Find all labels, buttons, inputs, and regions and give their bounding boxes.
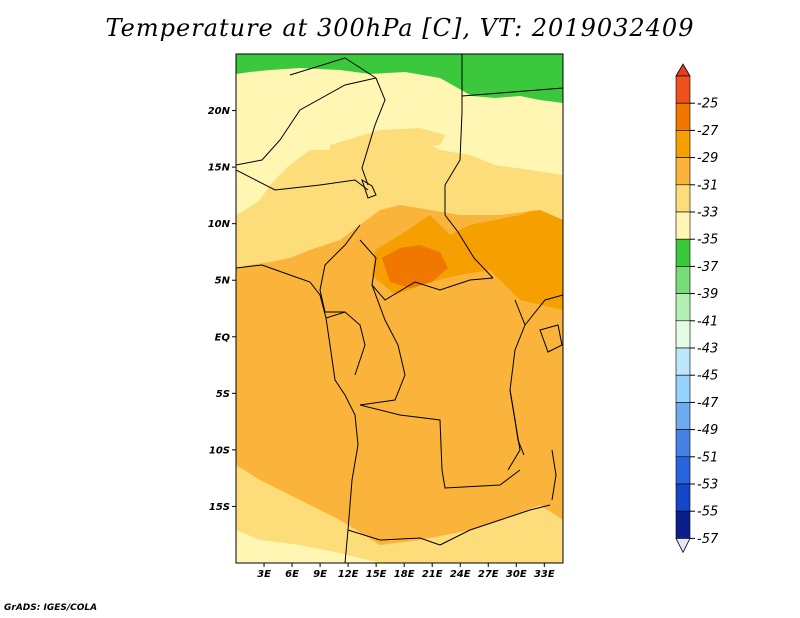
- colorbar-label: -27: [697, 124, 719, 139]
- border-congo-drc: [359, 284, 406, 406]
- border-chad-sudan: [444, 111, 494, 279]
- x-tick-label: 12E: [338, 569, 359, 580]
- lake-malawi: [551, 449, 557, 501]
- y-tick-label: 15N: [208, 163, 231, 174]
- colorbar-swatch: [675, 429, 691, 458]
- border-nigeria-cameroon: [319, 224, 361, 313]
- colorbar-label: -29: [697, 151, 718, 166]
- border-angola-namibia: [347, 529, 441, 546]
- x-tick-label: 3E: [257, 569, 271, 580]
- colorbar-swatch: [675, 483, 691, 512]
- map-title: Temperature at 300hPa [C], VT: 201903240…: [105, 14, 695, 42]
- colorbar-label: -47: [697, 396, 719, 411]
- border-sudan-egypt: [461, 87, 563, 97]
- colorbar-label: -33: [697, 206, 718, 221]
- border-gabon: [325, 311, 366, 376]
- colorbar-top-arrow: [675, 63, 691, 77]
- colorbar-swatch: [675, 211, 691, 240]
- x-tick-label: 30E: [506, 569, 527, 580]
- temperature-field: [236, 54, 563, 563]
- lake-tanganyika: [509, 389, 525, 456]
- field-patch-29-central: [382, 245, 448, 288]
- y-axis: 20N 15N 10N 5N EQ 5S 10S 15S: [208, 106, 236, 513]
- colorbar-swatch: [675, 102, 691, 131]
- colorbar-label: -43: [697, 342, 718, 357]
- colorbar-swatch: [675, 238, 691, 267]
- x-tick-label: 18E: [394, 569, 415, 580]
- x-tick-label: 15E: [366, 569, 387, 580]
- x-tick-label: 24E: [450, 569, 471, 580]
- colorbar-swatch: [675, 456, 691, 485]
- border-niger-chad: [236, 169, 369, 191]
- y-tick-label: 20N: [208, 106, 231, 117]
- colorbar-label: -37: [697, 260, 719, 275]
- x-axis: 3E 6E 9E 12E 15E 18E 21E 24E 27E 30E 33E: [257, 563, 555, 580]
- x-tick-label: 27E: [478, 569, 499, 580]
- border-zambia-zim: [439, 504, 551, 546]
- y-tick-label: EQ: [215, 332, 231, 343]
- y-tick-label: 10N: [208, 219, 231, 230]
- colorbar-label: -51: [697, 450, 718, 465]
- y-tick-label: 5S: [216, 389, 230, 400]
- border-east-africa: [524, 294, 563, 326]
- boundary-lines: [236, 54, 563, 563]
- x-tick-label: 21E: [422, 569, 443, 580]
- y-tick-label: 5N: [215, 276, 231, 287]
- border-angola-zambia: [359, 404, 521, 489]
- field-band-33-sw: [236, 465, 563, 563]
- colorbar-bottom-arrow: [675, 538, 691, 554]
- border-car: [359, 239, 494, 301]
- x-tick-label: 9E: [313, 569, 327, 580]
- x-tick-label: 33E: [534, 569, 555, 580]
- map-frame: [235, 53, 564, 564]
- colorbar-label: -55: [697, 505, 718, 520]
- x-tick-label: 6E: [285, 569, 299, 580]
- lake-chad: [361, 178, 377, 199]
- colorbar-swatch: [675, 402, 691, 430]
- colorbar-label: -31: [697, 178, 718, 193]
- colorbar-label: -25: [697, 97, 718, 112]
- colorbar-label: -41: [697, 314, 718, 329]
- colorbar-swatch: [675, 266, 691, 294]
- colorbar-label: -53: [697, 478, 718, 493]
- field-band-33-nw-patch: [330, 128, 445, 155]
- colorbar-label: -45: [697, 369, 718, 384]
- colorbar-label: -49: [697, 423, 718, 438]
- border-mali-niger: [236, 77, 377, 166]
- colorbar-label: -57: [697, 532, 719, 547]
- colorbar-swatch: [675, 510, 691, 539]
- colorbar-swatch: [675, 130, 691, 158]
- border-libya-chad: [361, 77, 386, 186]
- colorbar-swatch: [675, 347, 691, 376]
- colorbar-swatch: [675, 374, 691, 403]
- colorbar: -25 -27 -29 -31 -33 -35 -37 -39 -41 -43 -45 -47 -49 -…: [675, 63, 719, 554]
- field-band-35-sw: [236, 530, 380, 563]
- colorbar-swatch: [675, 293, 691, 322]
- colorbar-swatch: [675, 184, 691, 213]
- colorbar-swatch: [675, 75, 691, 104]
- coastline-west: [236, 264, 359, 563]
- colorbar-swatch: [675, 320, 691, 349]
- colorbar-swatch: [675, 157, 691, 186]
- y-tick-label: 15S: [209, 502, 230, 513]
- y-tick-label: 10S: [209, 445, 230, 456]
- lake-victoria: [539, 324, 563, 353]
- credit-text: GrADS: IGES/COLA: [4, 603, 98, 613]
- colorbar-label: -39: [697, 287, 718, 302]
- border-algeria-niger: [289, 57, 377, 79]
- colorbar-label: -35: [697, 233, 718, 248]
